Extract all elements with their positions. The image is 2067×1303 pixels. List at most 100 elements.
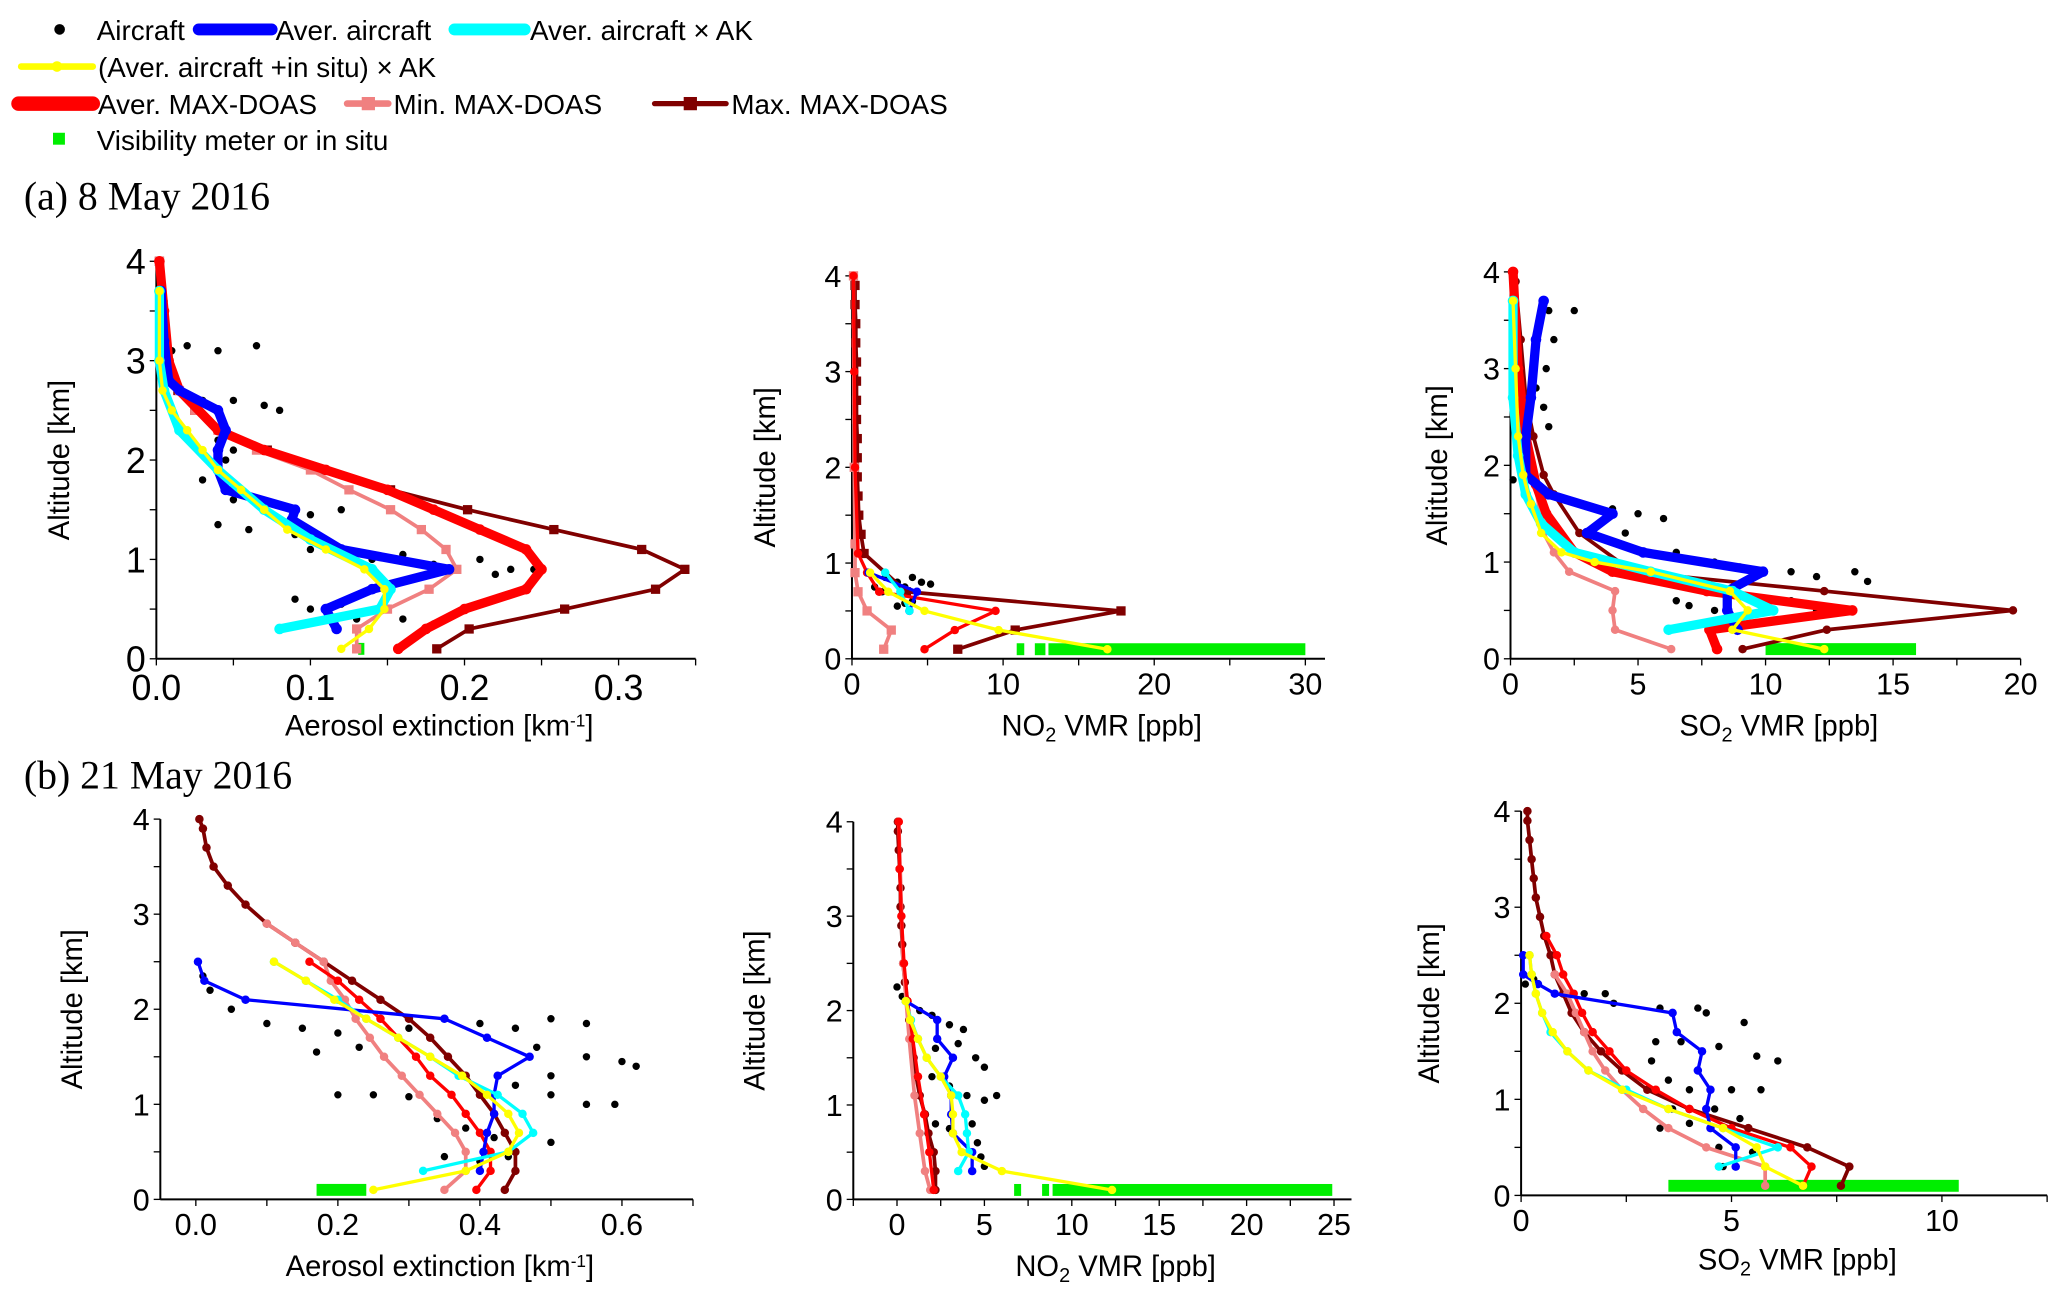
max-maxdoas-marker <box>851 319 861 329</box>
aircraft-point <box>1677 1038 1685 1046</box>
aver-maxdoas-marker <box>899 959 909 968</box>
y-tick-label: 4 <box>826 806 843 840</box>
min-maxdoas-marker <box>879 644 889 654</box>
y-tick-label: 4 <box>1494 795 1511 829</box>
aver-maxdoas-marker <box>1607 566 1618 578</box>
visibility-bar <box>316 1183 367 1196</box>
x-axis-label: SO2 VMR [ppb] <box>1679 711 1878 747</box>
min-maxdoas-marker <box>886 625 896 635</box>
aver-aircraft-insitu-ak-marker <box>457 1071 467 1081</box>
y-axis-label: Altitude [km] <box>1422 385 1454 545</box>
x-tick-label: 5 <box>1723 1204 1740 1238</box>
y-tick-label: 1 <box>126 540 146 580</box>
aircraft-point <box>980 1063 989 1071</box>
x-tick-label: 0 <box>1513 1204 1530 1238</box>
aircraft-point <box>1702 1009 1710 1017</box>
legend-marker-max-maxdoas <box>683 96 697 111</box>
aircraft-point <box>476 555 484 564</box>
aircraft-point <box>971 1054 980 1062</box>
aver-aircraft-insitu-ak-marker <box>198 445 207 455</box>
max-maxdoas-marker <box>462 505 473 515</box>
aver-aircraft-marker <box>241 995 250 1004</box>
aver-aircraft-insitu-ak-marker <box>1519 470 1528 480</box>
aver-aircraft-insitu-ak-marker <box>364 624 374 634</box>
aver-aircraft-ak-marker <box>960 1110 970 1119</box>
aircraft-point <box>1634 509 1642 518</box>
y-axis-label: Altitude [km] <box>57 929 89 1089</box>
min-maxdoas-marker <box>853 587 863 597</box>
x-tick-label: 0.2 <box>440 668 490 708</box>
min-maxdoas-marker <box>850 539 860 549</box>
aver-aircraft-marker <box>1706 1085 1715 1094</box>
series-aver-aircraft-ak <box>154 285 396 635</box>
aver-aircraft-insitu-ak-marker <box>337 644 346 654</box>
x-tick-label: 10 <box>1749 668 1783 702</box>
aircraft-point <box>298 1024 307 1032</box>
series-max-maxdoas <box>850 280 1126 654</box>
aver-aircraft-insitu-ak-marker <box>997 1166 1007 1176</box>
y-tick-label: 0 <box>133 1183 150 1217</box>
x-axis-label-part: SO <box>1698 1245 1740 1277</box>
aircraft-point <box>1539 403 1548 412</box>
max-maxdoas-marker <box>953 644 963 654</box>
max-maxdoas-marker <box>560 604 570 614</box>
x-tick-label: 0.2 <box>317 1208 359 1242</box>
aver-aircraft-marker <box>932 1015 942 1025</box>
aircraft-point <box>1656 1124 1664 1132</box>
aver-aircraft-insitu-ak-marker <box>269 957 279 966</box>
aircraft-point <box>618 1057 626 1066</box>
series-aver-aircraft <box>1520 295 1769 636</box>
y-tick-label: 3 <box>1483 353 1500 387</box>
aircraft-point <box>980 1096 989 1104</box>
aver-aircraft-marker <box>1530 334 1542 345</box>
x-axis-label: Aerosol extinction [km-1] <box>285 710 593 742</box>
aver-maxdoas-marker <box>354 995 364 1004</box>
aver-maxdoas-marker <box>459 603 470 615</box>
max-maxdoas-marker <box>1744 1123 1753 1133</box>
aver-aircraft-marker <box>1581 527 1593 539</box>
aver-aircraft-insitu-ak-marker <box>884 587 893 597</box>
min-maxdoas-marker <box>1760 1181 1770 1191</box>
aver-aircraft-insitu-ak-marker <box>1536 528 1546 538</box>
x-axis-label-part: -1 <box>571 1251 586 1271</box>
max-maxdoas-marker <box>202 843 211 852</box>
max-maxdoas-marker <box>1546 951 1555 960</box>
aver-aircraft-insitu-ak-marker <box>360 565 369 574</box>
max-maxdoas-marker <box>852 453 862 463</box>
x-axis-label-part: 2 <box>1045 725 1056 747</box>
aircraft-point <box>405 1093 413 1101</box>
min-maxdoas-line <box>264 921 468 1192</box>
aver-aircraft-insitu-ak-marker <box>948 1110 958 1119</box>
aver-aircraft-marker <box>1525 392 1537 403</box>
aver-aircraft-insitu-ak-marker <box>1513 432 1523 441</box>
max-maxdoas-marker <box>680 564 690 574</box>
aver-aircraft-ak-marker <box>1773 1143 1783 1152</box>
min-maxdoas-marker <box>850 567 860 578</box>
aver-maxdoas-marker <box>420 623 432 635</box>
visibility-bar <box>1042 1183 1050 1196</box>
aircraft-point <box>198 476 207 484</box>
max-maxdoas-marker <box>464 624 474 634</box>
aver-aircraft-ak-marker <box>274 623 285 635</box>
max-maxdoas-marker <box>376 995 385 1004</box>
aver-aircraft-marker <box>912 587 922 597</box>
aver-maxdoas-marker <box>991 606 1000 616</box>
aver-maxdoas-marker <box>919 1110 929 1119</box>
aver-aircraft-ak-marker <box>518 1109 527 1119</box>
aver-aircraft-marker <box>200 976 209 985</box>
x-tick-label: 15 <box>1142 1208 1176 1242</box>
min-maxdoas-marker <box>1550 970 1560 979</box>
aver-maxdoas-marker <box>850 463 860 472</box>
aver-aircraft-marker <box>482 1128 492 1138</box>
min-maxdoas-marker <box>915 1129 924 1138</box>
aver-aircraft-insitu-ak-marker <box>1646 567 1656 576</box>
legend-label-aver-aircraft: Aver. aircraft <box>276 15 432 46</box>
aircraft-point <box>291 595 299 603</box>
max-maxdoas-marker <box>859 548 869 559</box>
aver-maxdoas-marker <box>913 1072 923 1081</box>
aircraft-point <box>183 342 191 350</box>
x-tick-label: 0.6 <box>601 1208 643 1242</box>
y-tick-label: 4 <box>824 260 841 294</box>
aircraft-point <box>632 1062 640 1071</box>
